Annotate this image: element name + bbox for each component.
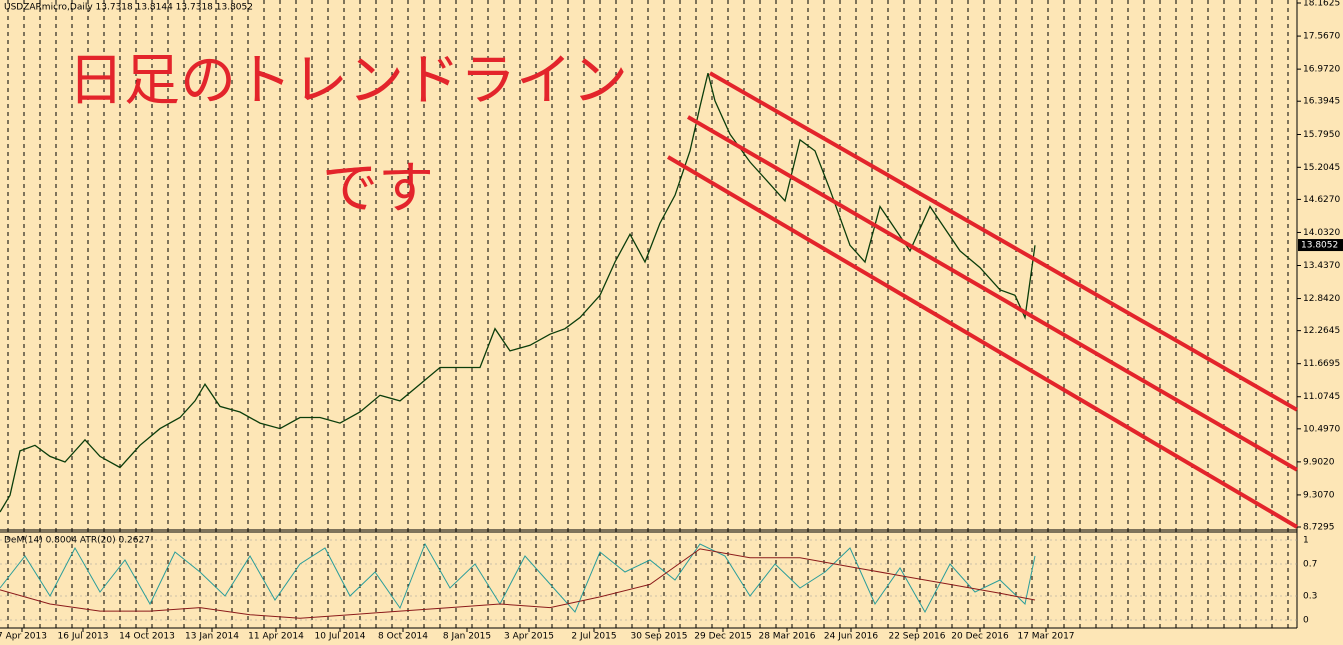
- y-tick-label: 9.3070: [1303, 490, 1335, 500]
- x-tick-label: 30 Sep 2015: [630, 632, 687, 642]
- y-tick-label: 15.7950: [1303, 130, 1340, 140]
- x-tick-label: 29 Dec 2015: [694, 632, 752, 642]
- x-tick-label: 24 Jun 2016: [824, 632, 878, 642]
- x-tick-label: 8 Oct 2014: [378, 632, 428, 642]
- y-tick-label: 12.2645: [1303, 326, 1340, 336]
- x-tick-label: 13 Jan 2014: [185, 632, 239, 642]
- indicator-label: DeM(14) 0.8004 ATR(20) 0.2627: [4, 536, 150, 546]
- chart-title: USDZARmicro,Daily 13.7318 13.8144 13.731…: [4, 3, 253, 13]
- x-tick-label: 16 Jul 2013: [58, 632, 109, 642]
- price-line: [0, 542, 1036, 614]
- y-tick-label: 0.7: [1303, 560, 1317, 570]
- y-tick-label: 14.6270: [1303, 195, 1340, 205]
- x-tick-label: 7 Apr 2013: [0, 632, 47, 642]
- y-tick-label: 16.3945: [1303, 97, 1340, 107]
- x-tick-label: 3 Apr 2015: [504, 632, 554, 642]
- y-tick-label: 14.0320: [1303, 228, 1340, 238]
- x-tick-label: 8 Jan 2015: [443, 632, 491, 642]
- last-price-box: [1298, 239, 1343, 252]
- x-tick-label: 22 Sep 2016: [888, 632, 945, 642]
- x-tick-label: 17 Mar 2017: [1017, 632, 1074, 642]
- x-tick-label: 11 Apr 2014: [248, 632, 304, 642]
- y-tick-label: 10.4970: [1303, 424, 1340, 434]
- x-tick-label: 28 Mar 2016: [758, 632, 815, 642]
- price-line: [0, 72, 1036, 513]
- price-line: [0, 548, 1036, 619]
- y-tick-label: 9.9020: [1303, 457, 1335, 467]
- trend-line: [709, 71, 1298, 412]
- x-tick-label: 20 Dec 2016: [951, 632, 1009, 642]
- y-tick-label: 17.5670: [1303, 32, 1340, 42]
- x-tick-label: 2 Jul 2015: [571, 632, 616, 642]
- trend-line: [666, 155, 1299, 529]
- y-tick-label: 12.8420: [1303, 294, 1340, 304]
- annotation: です: [322, 157, 434, 222]
- last-price-label: 13.8052: [1301, 241, 1338, 251]
- y-tick-label: 1: [1303, 536, 1309, 546]
- x-tick-label: 10 Jul 2014: [315, 632, 366, 642]
- y-tick-label: 13.4370: [1303, 261, 1340, 271]
- y-tick-label: 16.9720: [1303, 65, 1340, 75]
- x-tick-label: 14 Oct 2013: [119, 632, 175, 642]
- y-tick-label: 11.6695: [1303, 359, 1340, 369]
- y-tick-label: 0: [1303, 616, 1309, 626]
- trend-line: [686, 115, 1299, 472]
- y-tick-label: 11.0745: [1303, 392, 1340, 402]
- y-tick-label: 15.2045: [1303, 163, 1340, 173]
- vertical-grid: [0, 0, 1297, 628]
- y-tick-label: 18.1625: [1303, 0, 1340, 9]
- y-tick-label: 0.3: [1303, 592, 1317, 602]
- annotation: 日足のトレンドライン: [68, 49, 628, 114]
- y-tick-label: 8.7295: [1303, 523, 1335, 533]
